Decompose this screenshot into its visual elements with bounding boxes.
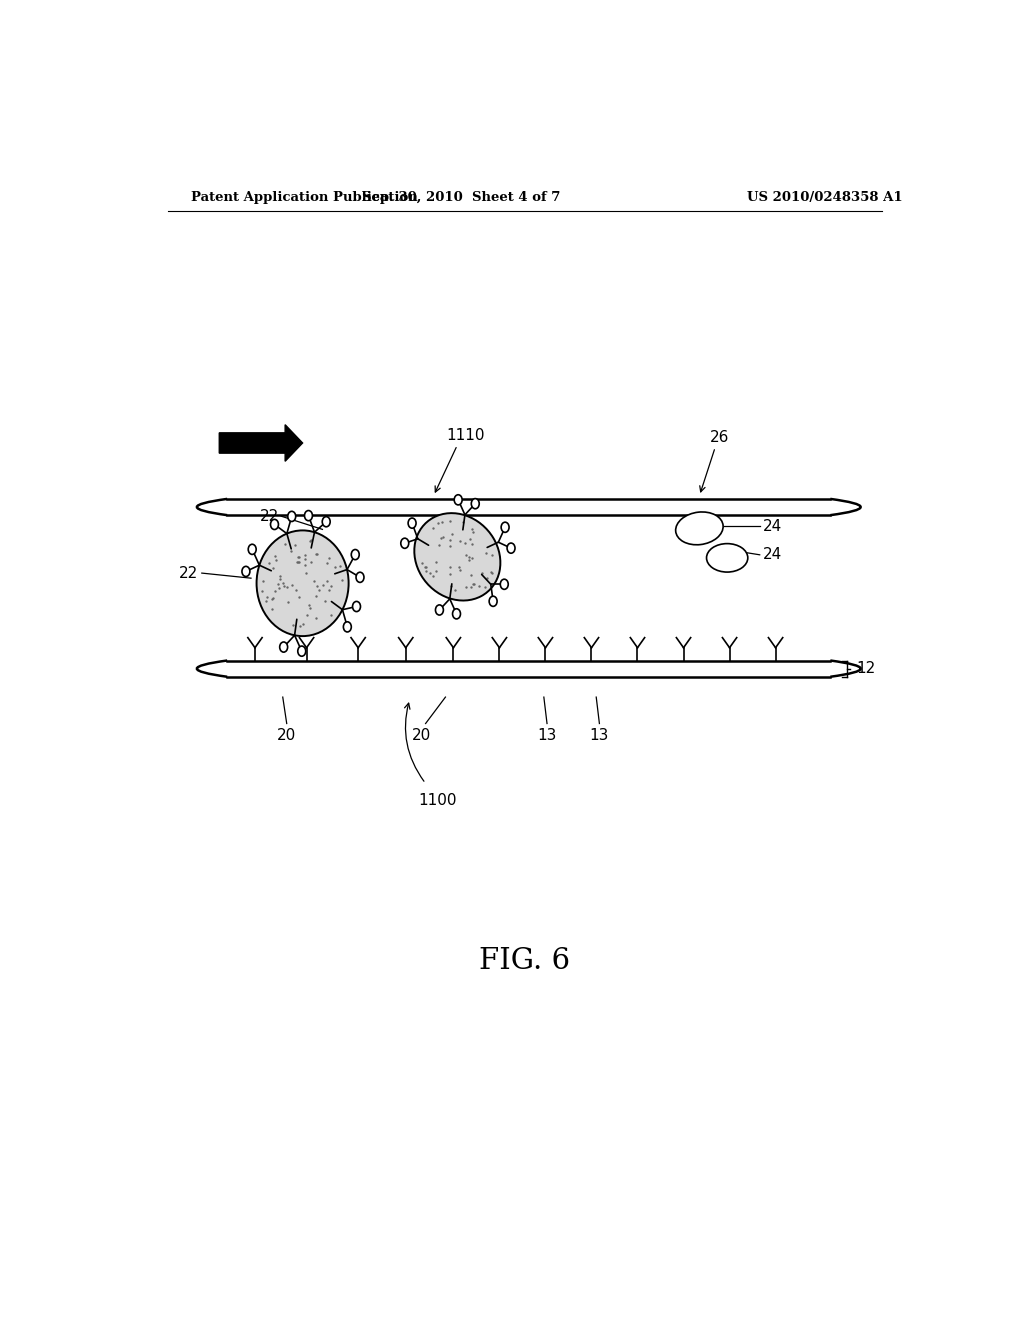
Circle shape <box>501 523 509 532</box>
Circle shape <box>304 511 312 520</box>
Circle shape <box>501 579 508 589</box>
Text: 1100: 1100 <box>418 792 457 808</box>
Text: 12: 12 <box>856 661 876 676</box>
Circle shape <box>409 517 416 528</box>
Circle shape <box>400 539 409 548</box>
Text: 24: 24 <box>763 548 782 562</box>
Ellipse shape <box>676 512 723 545</box>
Text: 13: 13 <box>538 727 557 743</box>
Circle shape <box>435 605 443 615</box>
Text: FIG. 6: FIG. 6 <box>479 948 570 975</box>
FancyArrow shape <box>219 425 303 461</box>
Circle shape <box>352 602 360 611</box>
Circle shape <box>323 516 330 527</box>
Text: 13: 13 <box>590 727 609 743</box>
Circle shape <box>248 544 256 554</box>
Circle shape <box>489 597 497 606</box>
Text: 22: 22 <box>178 565 198 581</box>
Text: US 2010/0248358 A1: US 2010/0248358 A1 <box>748 191 902 203</box>
Text: 26: 26 <box>710 430 729 445</box>
Circle shape <box>356 573 364 582</box>
Circle shape <box>507 543 515 553</box>
Text: Patent Application Publication: Patent Application Publication <box>191 191 418 203</box>
Circle shape <box>270 519 279 529</box>
Text: 22: 22 <box>259 508 279 524</box>
Text: 20: 20 <box>412 727 431 743</box>
Ellipse shape <box>257 531 348 636</box>
Circle shape <box>453 609 461 619</box>
Text: 20: 20 <box>278 727 296 743</box>
Circle shape <box>242 566 250 577</box>
Circle shape <box>471 499 479 508</box>
Ellipse shape <box>415 513 501 601</box>
Text: 24: 24 <box>763 519 782 533</box>
Circle shape <box>343 622 351 632</box>
Text: Sep. 30, 2010  Sheet 4 of 7: Sep. 30, 2010 Sheet 4 of 7 <box>362 191 560 203</box>
Circle shape <box>298 645 306 656</box>
Circle shape <box>455 495 462 506</box>
Circle shape <box>351 549 359 560</box>
Text: 1110: 1110 <box>446 428 484 444</box>
Ellipse shape <box>707 544 748 572</box>
Circle shape <box>288 511 296 521</box>
Circle shape <box>280 642 288 652</box>
